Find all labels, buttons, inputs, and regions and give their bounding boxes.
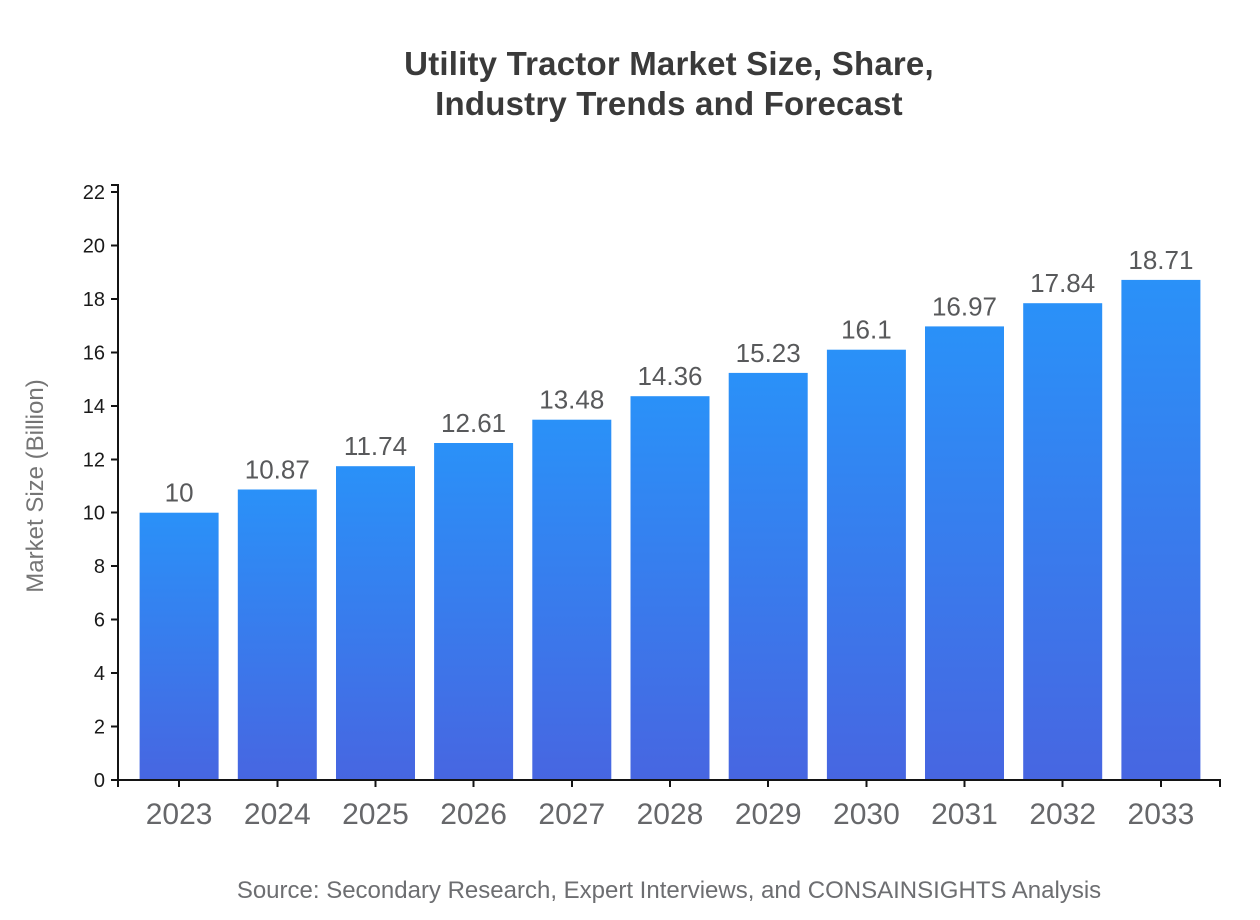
chart-title-line-2: Industry Trends and Forecast [435,85,903,122]
x-tick-label: 2029 [735,798,802,831]
x-tick-label: 2027 [538,798,605,831]
x-tick-label: 2023 [146,798,213,831]
y-tick-label: 0 [94,770,105,792]
x-tick-label: 2033 [1128,798,1195,831]
bar-2031 [925,326,1004,780]
x-tick-label: 2026 [440,798,507,831]
y-tick-label: 20 [83,236,105,258]
bar-value-label: 17.84 [1030,268,1095,298]
bar-2032 [1023,303,1103,780]
bar-value-label: 11.74 [344,431,407,461]
y-axis-line [111,184,119,781]
bar-2027 [532,419,612,780]
bar-value-label: 10 [165,478,194,508]
bar-2023 [139,512,219,780]
bar-2033 [1121,279,1201,780]
y-tick-label: 18 [83,289,105,311]
y-tick-label: 16 [83,342,105,364]
bar-value-label: 15.23 [736,338,801,368]
bar-value-label: 14.36 [637,361,702,391]
bar-2030 [826,349,906,780]
bars-group: 10 10.87 11.74 12.61 13.48 14.36 15.23 16.1 16.9… [139,245,1201,780]
y-tick-label: 12 [83,449,105,471]
bar-value-label: 12.61 [441,408,506,438]
x-tick-label: 2025 [342,798,409,831]
y-tick-label: 10 [83,503,105,525]
axes-group [111,184,1221,787]
y-tick-label: 22 [83,182,105,204]
x-tick-label: 2024 [244,798,311,831]
bar-2028 [630,396,710,780]
y-tick-label: 14 [83,396,105,418]
y-tick-label: 6 [94,610,105,632]
x-tick-label: 2032 [1029,798,1096,831]
bar-2029 [728,372,808,780]
y-tick-label: 4 [94,663,105,685]
bar-value-label: 18.71 [1128,245,1193,275]
x-tick-label: 2031 [931,798,998,831]
x-tick-label: 2030 [833,798,900,831]
chart-title-line-1: Utility Tractor Market Size, Share, [404,45,934,82]
bar-2024 [237,489,317,780]
bar-value-label: 10.87 [245,455,310,485]
bar-value-label: 13.48 [539,385,604,415]
bar-value-label: 16.1 [841,315,892,345]
bar-value-label: 16.97 [932,291,997,321]
y-tick-label: 8 [94,556,105,578]
y-tick-label: 2 [94,717,105,739]
x-tick-label: 2028 [637,798,704,831]
source-note: Source: Secondary Research, Expert Inter… [236,877,1102,904]
chart-title: Utility Tractor Market Size, Share, Indu… [118,44,1220,124]
bar-2026 [434,443,514,780]
bar-2025 [336,466,415,780]
